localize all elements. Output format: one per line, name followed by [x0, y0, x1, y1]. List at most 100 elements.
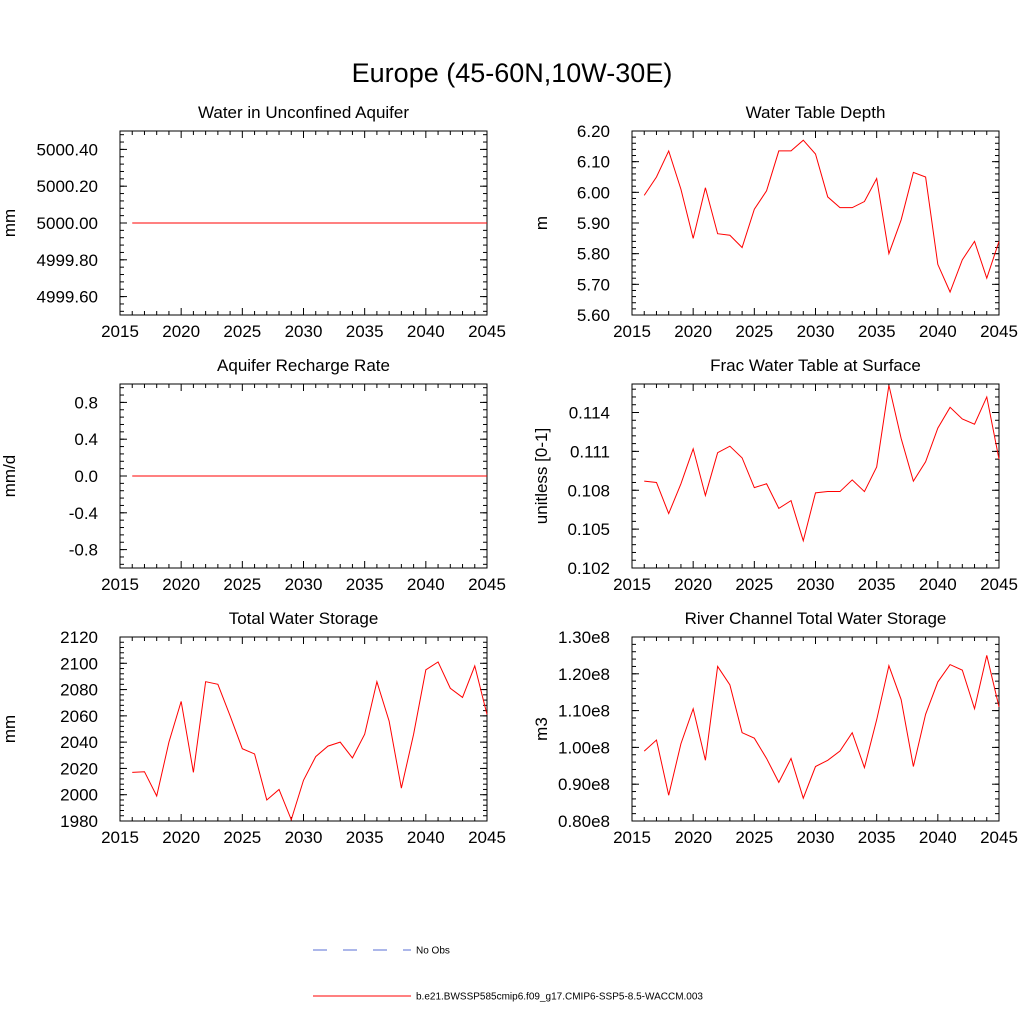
y-tick-label: -0.4	[69, 504, 98, 523]
chart-panel-1: Water in Unconfined Aquifer 2015 2020 2025 2…	[0, 103, 506, 341]
chart-panel-6: River Channel Total Water Storage 2015 202…	[532, 609, 1018, 847]
y-tick-label: 1.00e8	[558, 738, 610, 757]
y-tick-label: 5000.20	[37, 177, 98, 196]
x-tick-label: 2035	[858, 575, 896, 594]
x-tick-label: 2040	[407, 828, 445, 847]
y-tick-label: 1.20e8	[558, 665, 610, 684]
series-line-model	[644, 385, 1000, 543]
y-tick-label: 0.90e8	[558, 775, 610, 794]
y-axis-label: mm	[0, 209, 19, 237]
x-tick-label: 2015	[613, 828, 651, 847]
x-tick-label: 2020	[674, 828, 712, 847]
y-tick-label: 0.105	[567, 520, 610, 539]
y-axis-label: mm	[0, 715, 19, 743]
chart-panel-2: Water Table Depth 2015 2020 2025 2030 2035 204…	[532, 103, 1018, 341]
y-tick-label: 0.4	[74, 430, 98, 449]
y-tick-label: 0.111	[570, 442, 610, 461]
plot-frame	[631, 636, 1000, 822]
y-axis-label: m3	[532, 717, 551, 741]
chart-panel-3: Aquifer Recharge Rate 2015 2020 2025 2030 203…	[0, 356, 506, 594]
y-tick-label: 2080	[60, 681, 98, 700]
plot-frame	[119, 636, 488, 822]
x-tick-label: 2045	[980, 575, 1018, 594]
panel-title: Water Table Depth	[746, 103, 886, 122]
y-tick-label: 2060	[60, 707, 98, 726]
y-axis-label: mm/d	[0, 455, 19, 498]
x-tick-label: 2045	[980, 322, 1018, 341]
series-line-model	[132, 661, 488, 822]
x-tick-label: 2040	[919, 322, 957, 341]
panel-title: Aquifer Recharge Rate	[217, 356, 390, 375]
x-tick-label: 2025	[223, 828, 261, 847]
x-tick-label: 2015	[101, 575, 139, 594]
y-tick-label: 5000.40	[37, 140, 98, 159]
panel-title: Total Water Storage	[229, 609, 379, 628]
panels: Water in Unconfined Aquifer 2015 2020 2025 2…	[0, 103, 1018, 847]
x-tick-label: 2040	[407, 575, 445, 594]
y-tick-label: 5.80	[577, 245, 610, 264]
x-tick-label: 2030	[797, 828, 835, 847]
legend: No Obs b.e21.BWSSP585cmip6.f09_g17.CMIP6…	[313, 946, 703, 1003]
x-tick-label: 2030	[285, 828, 323, 847]
x-tick-label: 2020	[162, 828, 200, 847]
x-tick-label: 2030	[285, 322, 323, 341]
x-tick-label: 2025	[735, 322, 773, 341]
panel-title: River Channel Total Water Storage	[685, 609, 947, 628]
x-tick-label: 2040	[919, 575, 957, 594]
y-axis-label: unitless [0-1]	[532, 428, 551, 524]
x-tick-label: 2035	[858, 322, 896, 341]
y-axis-label: m	[532, 216, 551, 230]
x-tick-label: 2030	[285, 575, 323, 594]
x-tick-label: 2035	[346, 575, 384, 594]
y-tick-label: 6.20	[577, 122, 610, 141]
x-tick-label: 2025	[735, 828, 773, 847]
y-tick-label: 2040	[60, 733, 98, 752]
plot-frame	[631, 130, 1000, 316]
y-tick-label: 1980	[60, 812, 98, 831]
plot-frame	[631, 383, 1000, 569]
x-tick-label: 2020	[674, 322, 712, 341]
series-line-model	[643, 655, 1000, 800]
y-tick-label: 2100	[60, 654, 98, 673]
y-tick-label: 6.10	[577, 153, 610, 172]
panel-title: Frac Water Table at Surface	[710, 356, 921, 375]
y-tick-label: -0.8	[69, 541, 98, 560]
y-tick-label: 5.70	[577, 275, 610, 294]
y-tick-label: 2000	[60, 786, 98, 805]
legend-model-label: b.e21.BWSSP585cmip6.f09_g17.CMIP6-SSP5-8…	[416, 992, 703, 1003]
y-tick-label: 0.102	[567, 559, 610, 578]
x-tick-label: 2025	[223, 322, 261, 341]
x-tick-label: 2015	[101, 828, 139, 847]
x-tick-label: 2020	[162, 575, 200, 594]
y-tick-label: 6.00	[577, 183, 610, 202]
x-tick-label: 2045	[468, 575, 506, 594]
y-tick-label: 5.90	[577, 214, 610, 233]
x-tick-label: 2020	[674, 575, 712, 594]
y-tick-label: 4999.80	[37, 251, 98, 270]
chart-panel-5: Total Water Storage 2015 2020 2025 2030 2035 2…	[0, 609, 506, 847]
x-tick-label: 2045	[468, 828, 506, 847]
y-tick-label: 4999.60	[37, 288, 98, 307]
x-tick-label: 2025	[735, 575, 773, 594]
y-tick-label: 1.30e8	[558, 628, 610, 647]
x-tick-label: 2015	[613, 575, 651, 594]
y-tick-label: 5.60	[577, 306, 610, 325]
figure-title: Europe (45-60N,10W-30E)	[352, 58, 673, 88]
y-tick-label: 0.114	[569, 404, 610, 423]
x-tick-label: 2030	[797, 322, 835, 341]
x-tick-label: 2040	[407, 322, 445, 341]
y-tick-label: 0.80e8	[558, 812, 610, 831]
y-tick-label: 0.108	[567, 481, 610, 500]
x-tick-label: 2035	[346, 322, 384, 341]
x-tick-label: 2025	[223, 575, 261, 594]
y-tick-label: 0.8	[74, 393, 98, 412]
panel-title: Water in Unconfined Aquifer	[198, 103, 409, 122]
x-tick-label: 2015	[613, 322, 651, 341]
series-line-model	[643, 139, 1000, 294]
chart-panel-4: Frac Water Table at Surface 2015 2020 2025 2…	[532, 356, 1018, 594]
x-tick-label: 2045	[468, 322, 506, 341]
x-tick-label: 2015	[101, 322, 139, 341]
x-tick-label: 2035	[858, 828, 896, 847]
y-tick-label: 1.10e8	[558, 702, 610, 721]
